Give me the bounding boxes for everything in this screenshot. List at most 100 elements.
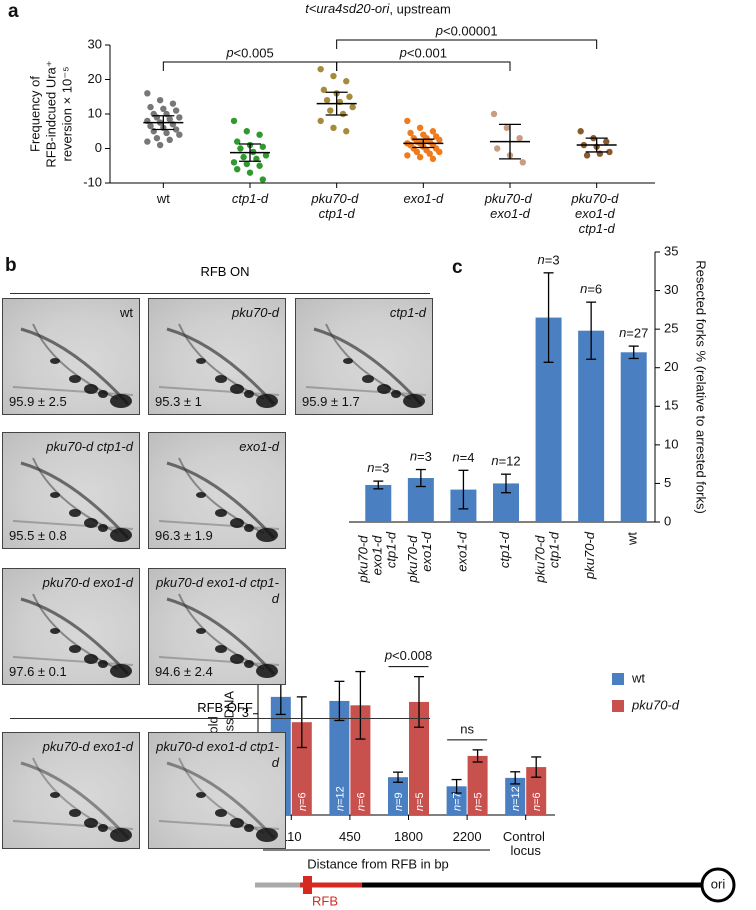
data-point bbox=[243, 160, 250, 168]
n-label: n=3 bbox=[538, 252, 560, 267]
panel-letter: b bbox=[5, 255, 17, 276]
data-point bbox=[259, 176, 266, 183]
gel-arc bbox=[20, 597, 130, 676]
x-tick-label: pku70-d exo1-d ctp1-d bbox=[570, 191, 622, 236]
gel-drawing bbox=[158, 593, 280, 678]
data-point bbox=[230, 159, 238, 166]
gel-arc bbox=[20, 327, 130, 406]
x-tick-label: pku70-d ctp1-d bbox=[310, 191, 362, 221]
gel-spot bbox=[343, 358, 353, 364]
gel-image: wt 95.9 ± 2.5 bbox=[2, 298, 140, 415]
gel-arc bbox=[166, 597, 276, 676]
gel-image: pku70-d exo1-d ctp1-d bbox=[148, 732, 286, 849]
gel-spot bbox=[84, 384, 98, 394]
x-tick-label: pku70-d ctp1-d bbox=[533, 531, 562, 583]
gel-label: exo1-d bbox=[239, 439, 279, 454]
gel-value: 95.9 ± 2.5 bbox=[9, 394, 67, 409]
x-tick-label: 1800 bbox=[394, 829, 423, 844]
gel-spot bbox=[84, 654, 98, 664]
gel-label: pku70-d exo1-d bbox=[42, 575, 133, 590]
n-label: n=6 bbox=[531, 792, 543, 811]
gel-spot bbox=[230, 518, 244, 528]
gel-spot bbox=[256, 828, 278, 842]
data-point bbox=[234, 166, 241, 173]
gel-drawing bbox=[12, 757, 134, 842]
bar bbox=[578, 330, 605, 522]
bar bbox=[291, 722, 312, 815]
y-tick-label: 20 bbox=[664, 359, 678, 374]
significance-bracket bbox=[336, 61, 511, 71]
data-point bbox=[169, 100, 177, 107]
x-tick-label: pku70-d bbox=[583, 531, 598, 580]
gel-image: pku70-d exo1-d ctp1-d 94.6 ± 2.4 bbox=[148, 568, 286, 685]
gel-spot bbox=[215, 645, 227, 653]
n-label: n=6 bbox=[297, 792, 309, 811]
gel-drawing bbox=[158, 757, 280, 842]
data-point bbox=[606, 148, 613, 156]
gel-spot bbox=[215, 809, 227, 817]
data-point bbox=[603, 138, 610, 145]
data-point bbox=[156, 141, 164, 149]
gel-label: pku70-d exo1-d bbox=[42, 739, 133, 754]
gel-spot bbox=[230, 818, 244, 828]
y-tick-label: 0 bbox=[664, 513, 671, 528]
gel-value: 95.9 ± 1.7 bbox=[302, 394, 360, 409]
panel-letter: a bbox=[8, 1, 19, 22]
y-axis-label: Frequency of bbox=[27, 76, 42, 152]
gel-spot bbox=[244, 524, 254, 532]
gel-spot bbox=[230, 384, 244, 394]
gel-image: exo1-d 96.3 ± 1.9 bbox=[148, 432, 286, 549]
data-point bbox=[176, 114, 183, 121]
gel-image: pku70-d ctp1-d 95.5 ± 0.8 bbox=[2, 432, 140, 549]
y-tick-label: 10 bbox=[664, 436, 678, 451]
n-label: n=9 bbox=[393, 792, 405, 811]
data-point bbox=[246, 169, 254, 176]
data-point bbox=[317, 117, 324, 125]
gel-spot bbox=[84, 818, 98, 828]
gel-spot bbox=[50, 792, 60, 798]
legend-swatch bbox=[612, 700, 624, 712]
gel-image: pku70-d exo1-d bbox=[2, 732, 140, 849]
significance-label: p<0.001 bbox=[399, 45, 447, 60]
n-label: n=3 bbox=[367, 461, 389, 476]
gel-label: pku70-d exo1-d ctp1-d bbox=[156, 575, 279, 606]
gel-image: pku70-d exo1-d 97.6 ± 0.1 bbox=[2, 568, 140, 685]
gel-spot bbox=[196, 792, 206, 798]
bar bbox=[620, 352, 647, 522]
data-point bbox=[407, 129, 414, 137]
gel-image: ctp1-d 95.9 ± 1.7 bbox=[295, 298, 433, 415]
x-tick-label: wt bbox=[156, 191, 170, 206]
data-point bbox=[436, 136, 443, 144]
data-point bbox=[147, 122, 154, 130]
y-tick-label: 3 bbox=[242, 705, 249, 720]
gel-label: pku70-d bbox=[232, 305, 279, 320]
gel-spot bbox=[50, 358, 60, 364]
data-point bbox=[343, 128, 350, 135]
n-label: n=7 bbox=[452, 792, 464, 811]
gel-drawing bbox=[12, 593, 134, 678]
significance-label: p<0.008 bbox=[384, 648, 432, 663]
n-label: n=5 bbox=[414, 792, 426, 811]
data-point bbox=[516, 134, 523, 142]
gel-arc bbox=[178, 457, 265, 534]
gel-arc bbox=[20, 461, 130, 540]
gel-arc bbox=[32, 323, 119, 400]
data-point bbox=[256, 162, 263, 169]
bar bbox=[388, 777, 408, 815]
gel-value: 94.6 ± 2.4 bbox=[155, 664, 213, 679]
data-point bbox=[413, 148, 421, 156]
data-point bbox=[166, 136, 173, 144]
gel-arc bbox=[32, 593, 119, 670]
n-label: n=6 bbox=[355, 792, 367, 811]
y-axis-label: Resected forks % (relative to arrested f… bbox=[694, 260, 709, 514]
data-point bbox=[583, 152, 591, 159]
n-label: n=12 bbox=[334, 786, 346, 811]
gel-spot bbox=[84, 518, 98, 528]
significance-bracket bbox=[336, 39, 598, 49]
data-point bbox=[243, 128, 250, 135]
y-axis-label: reversion × 10⁻⁵ bbox=[59, 67, 74, 162]
gel-value: 95.3 ± 1 bbox=[155, 394, 202, 409]
x-tick-label: 2200 bbox=[453, 829, 482, 844]
gel-spot bbox=[69, 375, 81, 383]
